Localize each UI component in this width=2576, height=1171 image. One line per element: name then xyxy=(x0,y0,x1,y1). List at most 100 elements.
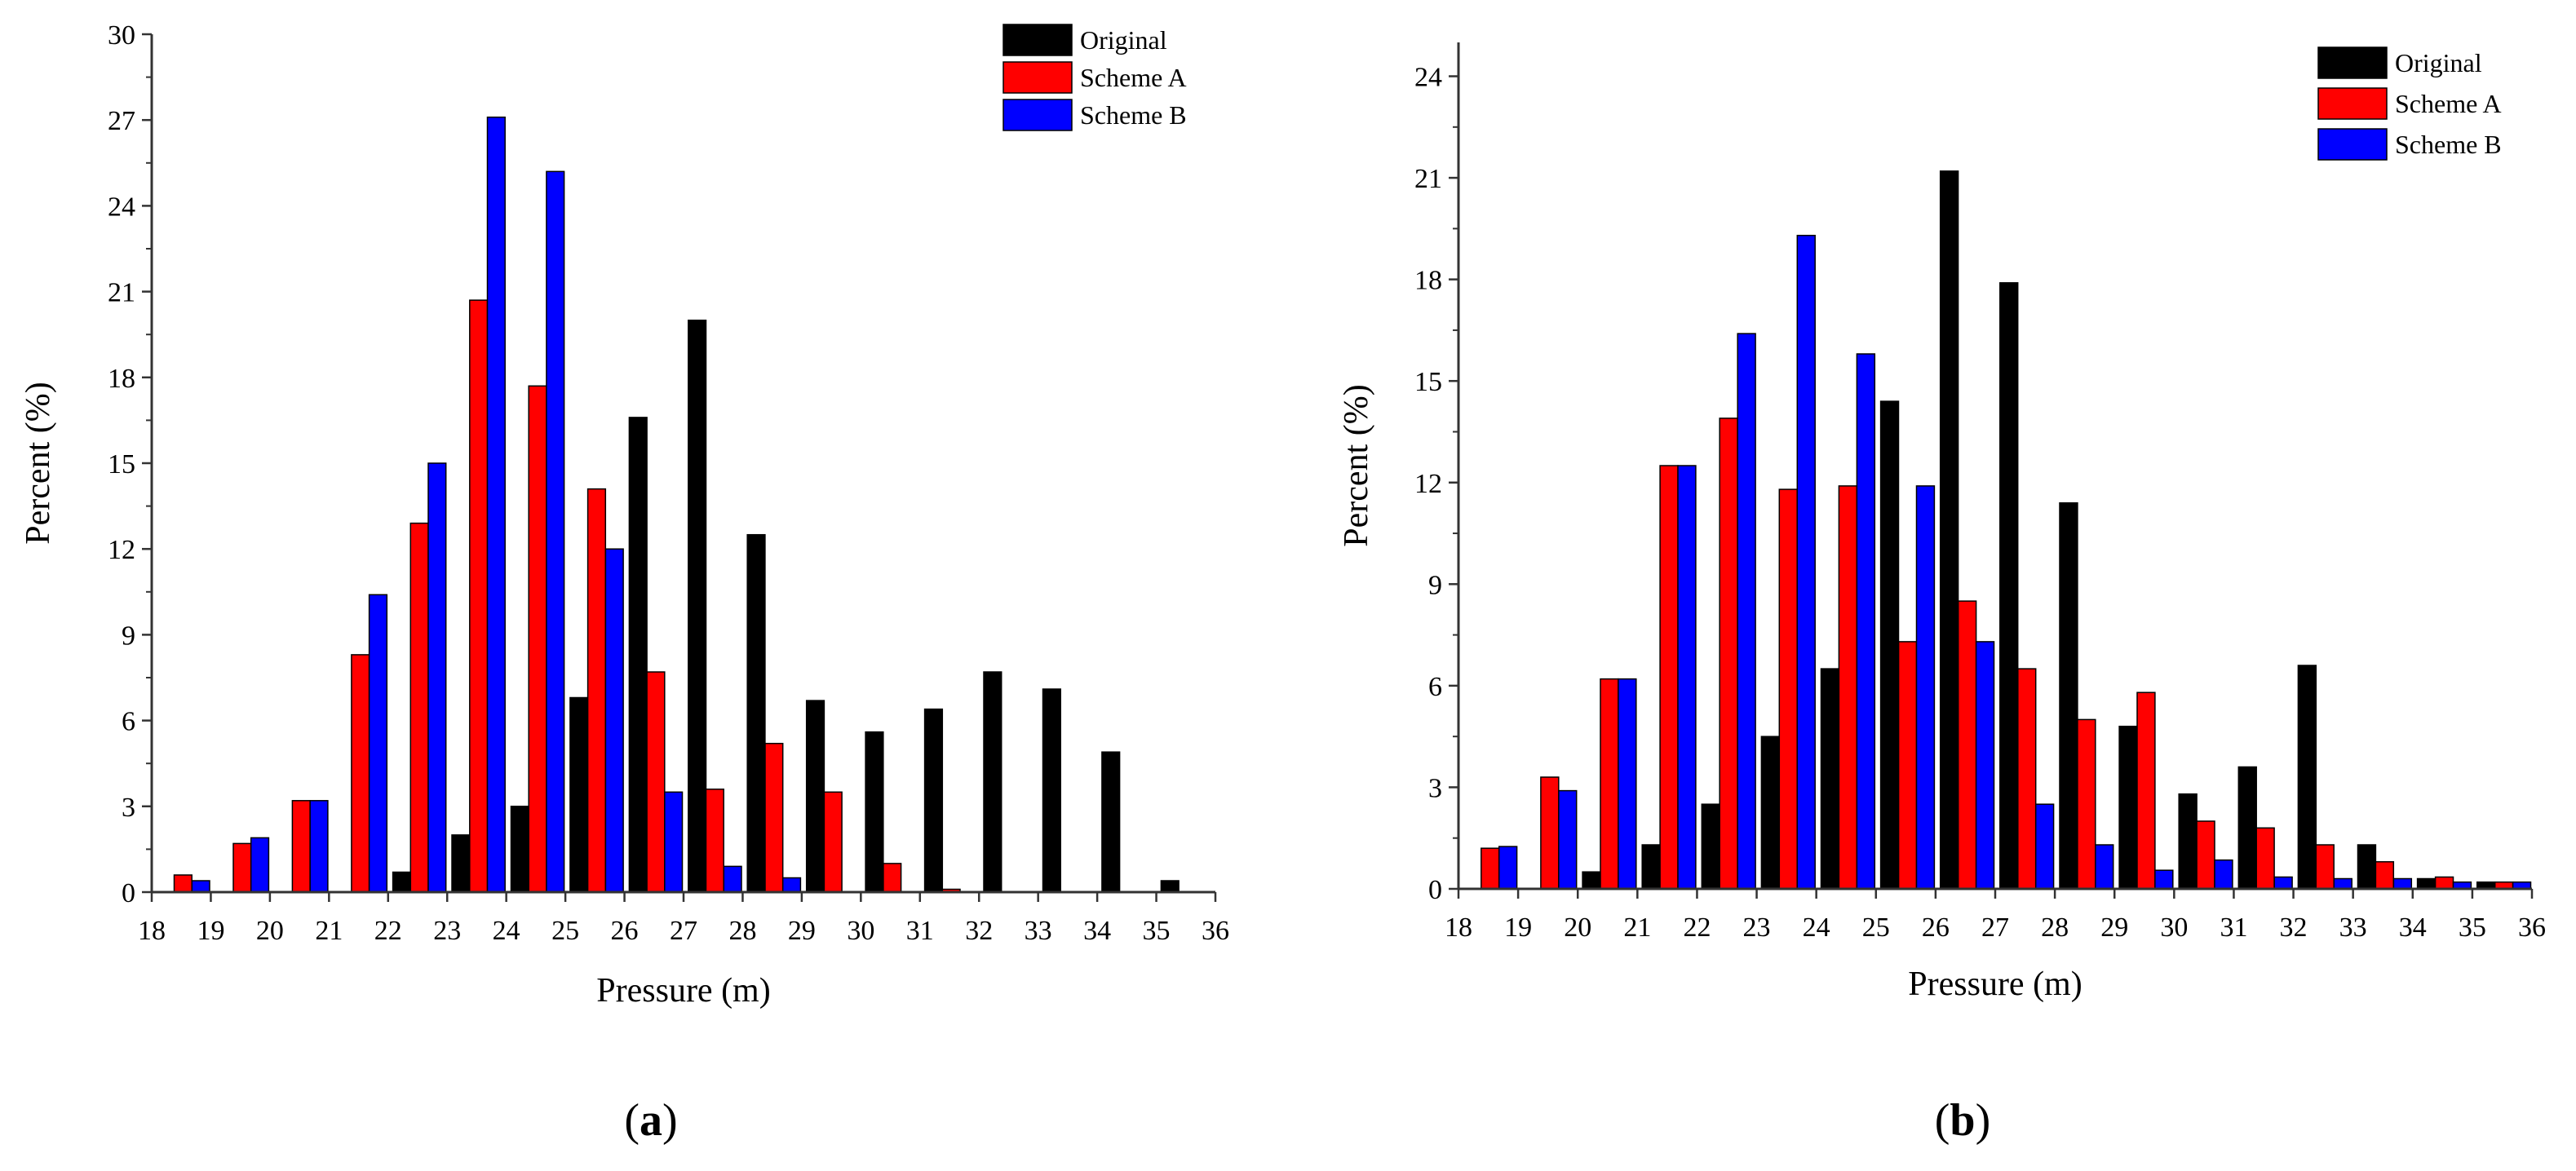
bar-original-32 xyxy=(2297,665,2317,890)
x-tick-label: 26 xyxy=(611,916,639,946)
x-tick-label: 21 xyxy=(1623,912,1651,943)
bar-scheme-b-27 xyxy=(2034,803,2055,890)
y-tick-label: 21 xyxy=(1414,164,1442,194)
bar-scheme-b-22 xyxy=(427,462,447,893)
x-tick-label: 31 xyxy=(2220,912,2247,943)
x-tick-label: 19 xyxy=(197,916,224,946)
bar-scheme-a-25 xyxy=(586,488,607,893)
y-tick-label: 18 xyxy=(1414,266,1442,296)
bar-scheme-a-31 xyxy=(2255,827,2275,890)
x-tick-label: 25 xyxy=(1862,912,1890,943)
y-tick-label: 15 xyxy=(108,449,135,479)
bar-original-30 xyxy=(2178,793,2198,890)
bar-scheme-a-33 xyxy=(2375,861,2395,890)
bar-scheme-b-18 xyxy=(191,880,210,893)
y-tick-label: 12 xyxy=(108,535,135,565)
bar-original-33 xyxy=(2357,844,2377,890)
bar-scheme-b-24 xyxy=(1856,353,1876,890)
bar-scheme-a-21 xyxy=(351,654,370,893)
bar-original-26 xyxy=(628,417,648,893)
bar-scheme-a-24 xyxy=(528,385,547,893)
y-tick-label: 27 xyxy=(108,106,135,136)
legend-swatch-scheme-b xyxy=(1003,99,1073,131)
x-tick-label: 33 xyxy=(1025,916,1052,946)
x-tick-label: 27 xyxy=(1981,912,2009,943)
x-tick-label: 29 xyxy=(2100,912,2128,943)
bar-scheme-a-22 xyxy=(1719,418,1738,890)
bar-original-29 xyxy=(805,700,825,893)
bar-scheme-a-20 xyxy=(291,800,311,893)
bar-scheme-b-21 xyxy=(368,594,388,893)
legend-label-original: Original xyxy=(2395,48,2482,77)
bar-scheme-a-27 xyxy=(2017,668,2037,890)
x-tick-label: 31 xyxy=(906,916,934,946)
panel-caption: (b) xyxy=(1935,1095,1990,1146)
bar-original-34 xyxy=(1101,751,1121,893)
legend-swatch-scheme-a xyxy=(2317,87,2388,120)
y-tick-label: 30 xyxy=(108,20,135,51)
bar-original-26 xyxy=(1939,170,1959,890)
bar-scheme-b-21 xyxy=(1677,465,1697,890)
bar-scheme-b-28 xyxy=(2095,844,2114,890)
bar-scheme-a-20 xyxy=(1600,678,1619,890)
bar-scheme-a-21 xyxy=(1659,465,1679,890)
bar-original-27 xyxy=(688,319,707,893)
x-axis-title: Pressure (m) xyxy=(596,972,770,1010)
legend: Original Scheme A Scheme B xyxy=(1003,24,1187,131)
y-tick-label: 15 xyxy=(1414,367,1442,397)
bar-scheme-b-33 xyxy=(2392,877,2413,890)
caption-close: ) xyxy=(1976,1095,1991,1146)
bar-original-32 xyxy=(983,671,1003,893)
bar-scheme-b-28 xyxy=(781,877,802,893)
y-tick-label: 9 xyxy=(122,621,135,651)
bar-scheme-b-19 xyxy=(1558,789,1578,890)
x-tick-label: 24 xyxy=(493,916,520,946)
y-axis-title: Percent (%) xyxy=(20,382,57,544)
caption-open: ( xyxy=(1935,1095,1950,1146)
x-tick-label: 32 xyxy=(2280,912,2308,943)
bar-original-25 xyxy=(1879,400,1900,890)
x-tick-label: 36 xyxy=(1202,916,1229,946)
bar-scheme-b-26 xyxy=(1975,641,1995,890)
x-tick-label: 34 xyxy=(2399,912,2427,943)
bar-scheme-a-18 xyxy=(173,874,193,893)
bar-scheme-b-32 xyxy=(2333,877,2352,890)
bar-original-33 xyxy=(1042,688,1061,893)
y-tick-label: 24 xyxy=(108,192,135,222)
bar-scheme-a-27 xyxy=(705,789,724,893)
legend-swatch-scheme-a xyxy=(1003,61,1073,94)
x-tick-label: 28 xyxy=(728,916,756,946)
x-tick-label: 30 xyxy=(2160,912,2188,943)
bar-scheme-b-24 xyxy=(546,170,565,893)
x-tick-label: 19 xyxy=(1504,912,1532,943)
bar-original-24 xyxy=(510,806,529,893)
bar-scheme-a-23 xyxy=(469,299,489,893)
x-tick-label: 22 xyxy=(1683,912,1711,943)
bar-scheme-a-19 xyxy=(232,842,252,893)
bar-original-30 xyxy=(865,731,884,893)
bar-scheme-b-23 xyxy=(486,116,506,893)
bar-scheme-a-19 xyxy=(1540,776,1560,890)
bar-original-25 xyxy=(569,696,589,893)
x-tick-label: 23 xyxy=(433,916,461,946)
bar-scheme-b-20 xyxy=(1618,678,1637,890)
bar-scheme-a-22 xyxy=(409,522,429,893)
bar-original-28 xyxy=(2059,502,2078,890)
x-tick-label: 28 xyxy=(2041,912,2069,943)
y-tick-label: 0 xyxy=(1428,875,1442,905)
y-tick-label: 6 xyxy=(122,707,135,737)
legend-swatch-original xyxy=(1003,24,1073,56)
x-tick-label: 29 xyxy=(788,916,816,946)
bar-scheme-b-23 xyxy=(1796,234,1816,890)
bar-original-27 xyxy=(1999,282,2019,890)
y-tick-label: 18 xyxy=(108,364,135,394)
x-tick-label: 32 xyxy=(965,916,993,946)
y-tick-label: 21 xyxy=(108,278,135,308)
bar-original-22 xyxy=(392,871,412,893)
x-tick-label: 35 xyxy=(1143,916,1171,946)
bar-scheme-b-22 xyxy=(1737,333,1756,890)
bar-scheme-b-26 xyxy=(664,791,684,893)
bar-scheme-a-18 xyxy=(1481,847,1500,890)
y-tick-label: 12 xyxy=(1414,469,1442,499)
